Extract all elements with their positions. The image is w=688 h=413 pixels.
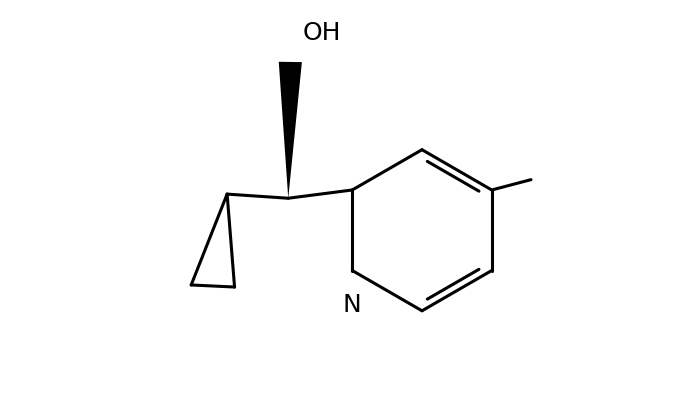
Text: N: N bbox=[343, 293, 362, 317]
Polygon shape bbox=[279, 62, 302, 198]
Text: OH: OH bbox=[303, 21, 341, 45]
